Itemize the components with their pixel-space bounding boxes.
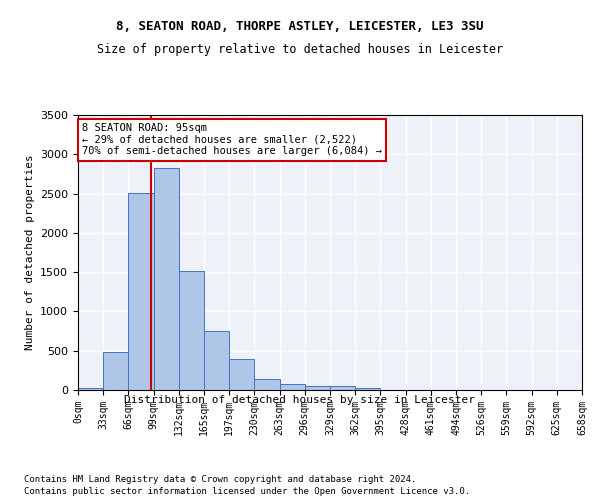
Bar: [229, 360, 254, 390]
Text: Distribution of detached houses by size in Leicester: Distribution of detached houses by size …: [125, 395, 476, 405]
Bar: [204, 331, 229, 390]
Bar: [179, 270, 204, 390]
Bar: [154, 168, 179, 390]
Bar: [128, 193, 154, 390]
Text: Size of property relative to detached houses in Leicester: Size of property relative to detached ho…: [97, 42, 503, 56]
Bar: [78, 388, 103, 390]
Text: 8, SEATON ROAD, THORPE ASTLEY, LEICESTER, LE3 3SU: 8, SEATON ROAD, THORPE ASTLEY, LEICESTER…: [116, 20, 484, 33]
Bar: [330, 386, 355, 390]
Bar: [355, 388, 380, 390]
Bar: [305, 386, 330, 390]
Bar: [280, 384, 305, 390]
Text: 8 SEATON ROAD: 95sqm
← 29% of detached houses are smaller (2,522)
70% of semi-de: 8 SEATON ROAD: 95sqm ← 29% of detached h…: [82, 123, 382, 156]
Text: Contains HM Land Registry data © Crown copyright and database right 2024.: Contains HM Land Registry data © Crown c…: [24, 475, 416, 484]
Y-axis label: Number of detached properties: Number of detached properties: [25, 154, 35, 350]
Bar: [103, 352, 128, 390]
Text: Contains public sector information licensed under the Open Government Licence v3: Contains public sector information licen…: [24, 488, 470, 496]
Bar: [254, 379, 280, 390]
